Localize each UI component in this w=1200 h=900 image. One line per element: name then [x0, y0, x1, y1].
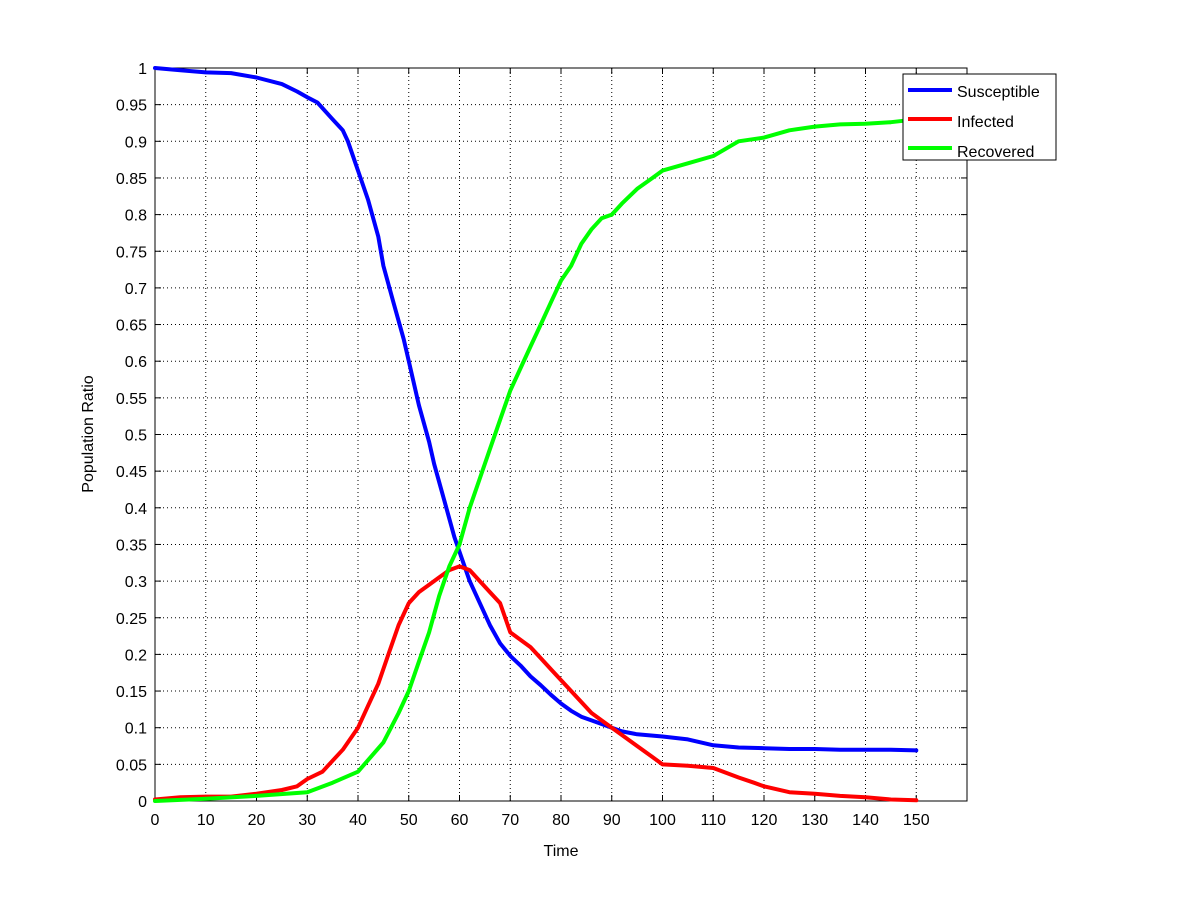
- y-tick-label: 0.15: [116, 684, 147, 701]
- x-tick-label: 40: [349, 812, 367, 829]
- y-tick-label: 0.35: [116, 537, 147, 554]
- y-tick-label: 0.6: [125, 354, 147, 371]
- x-tick-label: 140: [852, 812, 879, 829]
- x-tick-label: 130: [801, 812, 828, 829]
- x-axis-label: Time: [544, 843, 579, 860]
- x-tick-label: 80: [552, 812, 570, 829]
- x-tick-label: 50: [400, 812, 418, 829]
- x-tick-label: 10: [197, 812, 215, 829]
- x-tick-label: 90: [603, 812, 621, 829]
- x-tick-label: 150: [903, 812, 930, 829]
- y-tick-label: 1: [138, 61, 147, 78]
- legend: Susceptible Infected Recovered: [902, 73, 1057, 161]
- y-tick-label: 0.1: [125, 721, 147, 738]
- y-tick-label: 0.9: [125, 134, 147, 151]
- y-tick-label: 0.85: [116, 171, 147, 188]
- series-line-infected: [153, 564, 919, 803]
- x-tick-label: 60: [451, 812, 469, 829]
- y-tick-label: 0.55: [116, 391, 147, 408]
- y-tick-label: 0.95: [116, 98, 147, 115]
- y-tick-label: 0.75: [116, 244, 147, 261]
- y-tick-label: 0.05: [116, 757, 147, 774]
- y-tick-label: 0.25: [116, 611, 147, 628]
- series-line-recovered: [153, 117, 919, 803]
- legend-label-recovered: Recovered: [957, 144, 1034, 161]
- y-tick-label: 0.4: [125, 501, 147, 518]
- x-tick-label: 110: [700, 812, 726, 829]
- legend-label-infected: Infected: [957, 114, 1014, 131]
- x-tick-label: 120: [751, 812, 778, 829]
- y-axis-label: Population Ratio: [80, 375, 97, 493]
- x-tick-label: 30: [298, 812, 316, 829]
- x-tick-label: 70: [501, 812, 519, 829]
- y-tick-label: 0.2: [125, 647, 147, 664]
- y-tick-label: 0.8: [125, 208, 147, 225]
- series-lines: [153, 66, 919, 803]
- x-tick-label: 20: [248, 812, 266, 829]
- x-tick-label: 0: [151, 812, 160, 829]
- legend-label-susceptible: Susceptible: [957, 84, 1040, 101]
- series-line-susceptible: [153, 66, 919, 753]
- y-tick-label: 0.3: [125, 574, 147, 591]
- y-tick-label: 0.5: [125, 428, 147, 445]
- y-tick-label: 0.7: [125, 281, 147, 298]
- grid-lines: [155, 68, 967, 801]
- y-tick-label: 0: [138, 794, 147, 811]
- y-tick-labels: 0 0.05 0.1 0.15 0.2 0.25 0.3 0.35 0.4 0.45 0.5 0.55…: [116, 61, 147, 811]
- y-tick-label: 0.65: [116, 318, 147, 335]
- x-tick-label: 100: [649, 812, 676, 829]
- y-tick-label: 0.45: [116, 464, 147, 481]
- x-tick-labels: 0 10 20 30 40 50 60 70 80 90 100 110 120 130 140 150: [151, 812, 930, 829]
